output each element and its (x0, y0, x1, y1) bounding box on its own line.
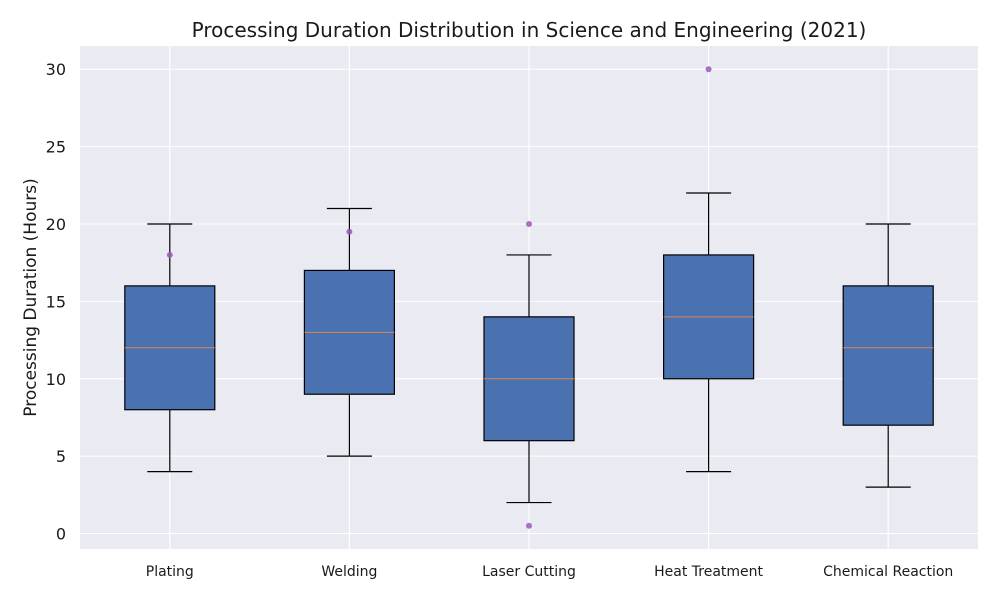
outlier-point (526, 522, 532, 529)
box-group (662, 66, 755, 473)
box-group (303, 207, 395, 457)
y-tick-label: 30 (46, 60, 66, 79)
x-tick-label: Welding (321, 564, 377, 580)
box-group (842, 223, 934, 488)
outlier-point (166, 251, 173, 258)
y-tick-label: 25 (46, 138, 66, 157)
x-tick-label: Plating (146, 564, 194, 580)
x-tick-label: Chemical Reaction (823, 564, 953, 580)
y-tick-label: 5 (56, 447, 66, 466)
chart-title: Processing Duration Distribution in Scie… (192, 18, 867, 42)
y-tick-label: 10 (46, 370, 66, 389)
tick-labels-layer: 0 5 10 15 20 25 30 Plating Welding Laser Cutting H… (46, 60, 954, 580)
outlier-point (705, 66, 712, 73)
x-tick-label: Heat Treatment (654, 564, 763, 580)
box-group (124, 223, 216, 473)
y-tick-label: 0 (56, 525, 66, 544)
y-tick-label: 20 (46, 215, 66, 234)
x-tick-label: Laser Cutting (482, 564, 576, 580)
outlier-point (346, 228, 353, 235)
box-group (483, 220, 575, 529)
y-tick-label: 15 (46, 292, 66, 311)
outlier-point (526, 220, 532, 227)
y-axis-label: Processing Duration (Hours) (21, 178, 41, 417)
boxes-layer (124, 66, 934, 529)
iqr-box (842, 285, 934, 426)
